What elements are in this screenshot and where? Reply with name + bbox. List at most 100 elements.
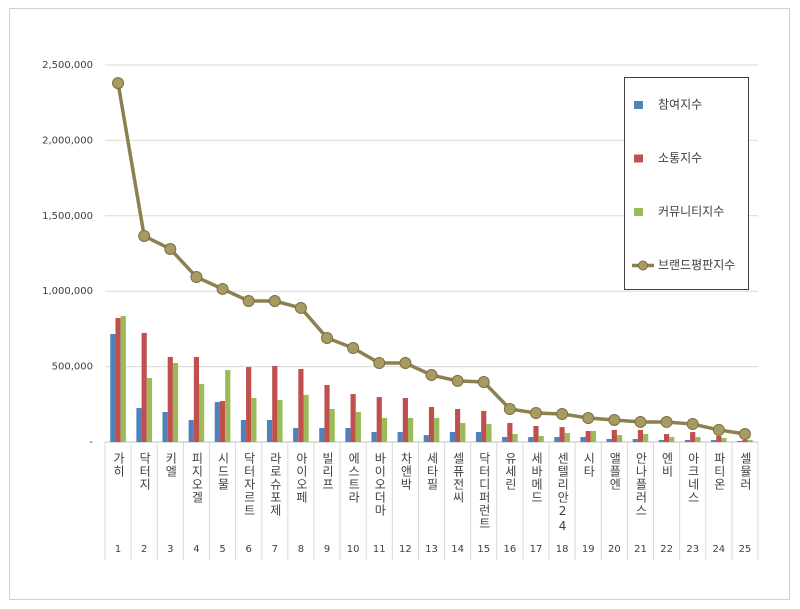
bar bbox=[240, 419, 247, 442]
rank-label: 5 bbox=[219, 544, 225, 555]
line-marker bbox=[556, 407, 569, 420]
line-marker bbox=[425, 369, 438, 382]
rank-label: 15 bbox=[477, 544, 490, 555]
rank-label: 12 bbox=[399, 544, 412, 555]
y-tick-label: 2,000,000 bbox=[42, 135, 93, 146]
x-tick-label: 아크네스 bbox=[686, 452, 700, 504]
bar bbox=[716, 435, 722, 442]
bar bbox=[167, 356, 173, 442]
line-marker bbox=[138, 230, 151, 243]
bar bbox=[110, 334, 116, 442]
line-marker bbox=[634, 415, 647, 428]
line-marker bbox=[373, 356, 386, 369]
bar bbox=[371, 432, 377, 442]
bar bbox=[214, 402, 220, 442]
rank-label: 21 bbox=[634, 544, 647, 555]
x-tick-label: 시드물 bbox=[216, 452, 230, 491]
bar bbox=[669, 437, 675, 442]
bar bbox=[507, 422, 513, 442]
rank-label: 16 bbox=[503, 544, 516, 555]
bar bbox=[246, 367, 252, 442]
bar bbox=[407, 418, 414, 442]
bar bbox=[146, 378, 152, 442]
bar bbox=[684, 440, 691, 442]
bar bbox=[193, 356, 200, 442]
rank-label: 6 bbox=[245, 544, 251, 555]
line-marker bbox=[582, 412, 595, 425]
x-tick-label: 차앤박 bbox=[399, 452, 413, 491]
y-tick-label: 1,000,000 bbox=[42, 286, 93, 297]
rank-label: 23 bbox=[686, 544, 699, 555]
bar bbox=[141, 332, 147, 442]
y-tick-label: 1,500,000 bbox=[42, 211, 93, 222]
line-marker bbox=[451, 374, 464, 387]
x-tick-label: 닥터디퍼런트 bbox=[477, 452, 491, 530]
rank-label: 24 bbox=[712, 544, 725, 555]
x-tick-label: 가히 bbox=[112, 452, 126, 478]
bar bbox=[580, 437, 586, 442]
rank-label: 17 bbox=[530, 544, 543, 555]
bar bbox=[423, 435, 429, 442]
rank-label: 8 bbox=[298, 544, 304, 555]
bar bbox=[115, 318, 121, 442]
bar bbox=[616, 435, 623, 442]
y-tick-label: 500,000 bbox=[52, 362, 93, 373]
line-marker bbox=[660, 415, 673, 428]
rank-label: 4 bbox=[193, 544, 199, 555]
bar bbox=[533, 426, 539, 442]
line-marker bbox=[164, 242, 177, 255]
x-tick-label: 라로슈포제 bbox=[268, 452, 282, 517]
bar bbox=[663, 434, 670, 442]
rank-label: 18 bbox=[556, 544, 569, 555]
bar bbox=[172, 362, 179, 442]
x-tick-label: 유세린 bbox=[503, 452, 517, 491]
x-tick-label: 바이오더마 bbox=[373, 452, 387, 517]
bar bbox=[564, 432, 570, 442]
bar bbox=[606, 438, 612, 442]
bar bbox=[721, 437, 727, 442]
rank-label: 7 bbox=[272, 544, 278, 555]
bar bbox=[585, 430, 591, 442]
rank-label: 2 bbox=[141, 544, 147, 555]
rank-label: 9 bbox=[324, 544, 330, 555]
bar bbox=[502, 437, 508, 442]
line-marker bbox=[503, 402, 516, 415]
bar bbox=[266, 419, 273, 442]
rank-label: 11 bbox=[373, 544, 386, 555]
bar bbox=[272, 365, 278, 442]
x-tick-label: 앨플엔 bbox=[608, 452, 622, 491]
line-marker bbox=[268, 295, 281, 308]
rank-label: 14 bbox=[451, 544, 464, 555]
bar bbox=[486, 424, 492, 442]
x-tick-label: 닥터지 bbox=[138, 452, 152, 491]
bar bbox=[345, 427, 351, 442]
line-marker bbox=[712, 423, 725, 436]
x-tick-label: 파티온 bbox=[712, 452, 726, 491]
x-tick-label: 엔비 bbox=[660, 452, 674, 478]
line-marker bbox=[347, 342, 360, 355]
bar bbox=[136, 408, 142, 442]
bar bbox=[711, 440, 717, 442]
legend-label: 브랜드평판지수 bbox=[658, 258, 735, 272]
bar bbox=[376, 397, 382, 442]
line-marker bbox=[216, 282, 229, 295]
rank-label: 10 bbox=[347, 544, 360, 555]
bar bbox=[355, 411, 361, 442]
bar bbox=[199, 383, 205, 442]
bar bbox=[162, 411, 168, 442]
x-tick-label: 에스트라 bbox=[347, 452, 361, 504]
bar bbox=[737, 440, 743, 442]
bar bbox=[319, 427, 325, 442]
bar bbox=[329, 408, 335, 442]
line-marker bbox=[321, 331, 334, 344]
bar bbox=[528, 437, 534, 442]
legend-label: 소통지수 bbox=[658, 151, 702, 165]
bar bbox=[120, 315, 126, 442]
legend-swatch bbox=[634, 101, 643, 109]
legend-swatch bbox=[634, 154, 643, 163]
rank-label: 22 bbox=[660, 544, 673, 555]
bar bbox=[251, 397, 257, 442]
x-tick-label: 아이오페 bbox=[294, 452, 308, 504]
bar bbox=[590, 430, 597, 442]
bar bbox=[350, 394, 356, 442]
